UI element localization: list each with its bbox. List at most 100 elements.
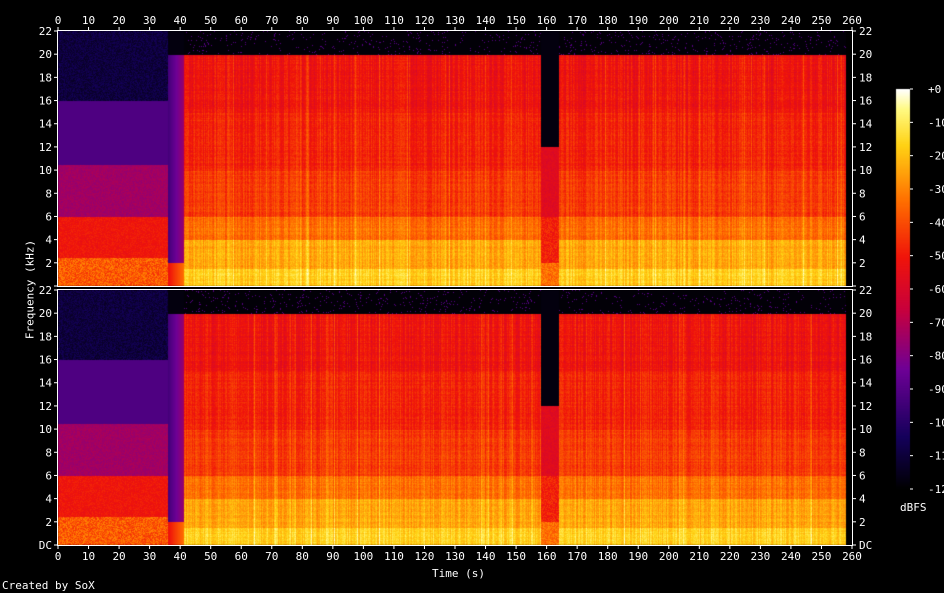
colorbar-tick-label: -30: [928, 183, 944, 196]
x-tick-label: 250: [812, 550, 832, 563]
x-tick-label: 40: [174, 550, 187, 563]
x-tick-label: 50: [204, 550, 217, 563]
x-tick-label: 0: [55, 550, 62, 563]
colorbar-tick-label: -120: [928, 483, 944, 496]
x-tick-label: 240: [781, 14, 801, 27]
y-tick-label: 16: [39, 354, 52, 367]
x-tick-label: 140: [476, 14, 496, 27]
x-tick-label: 190: [628, 14, 648, 27]
y-tick-label: 22: [859, 25, 872, 38]
x-tick-label: 230: [750, 14, 770, 27]
y-tick-label: 2: [859, 516, 866, 529]
y-tick-label: 14: [859, 118, 873, 131]
x-tick-label: 70: [265, 550, 278, 563]
y-axis-label: Frequency (kHz): [23, 239, 37, 340]
y-tick-label: DC: [39, 539, 52, 552]
colorbar-tick-label: -40: [928, 216, 944, 229]
y-tick-label: 8: [859, 187, 866, 200]
x-tick-label: 10: [82, 550, 95, 563]
y-tick-label: 2: [45, 516, 52, 529]
colorbar-tick-label: -100: [928, 416, 944, 429]
y-tick-label: 12: [859, 400, 872, 413]
x-tick-label: 110: [384, 14, 404, 27]
y-tick-label: 10: [859, 423, 872, 436]
x-tick-label: 20: [112, 14, 125, 27]
x-tick-label: 50: [204, 14, 217, 27]
y-tick-label: 10: [859, 164, 872, 177]
x-tick-label: 0: [55, 14, 62, 27]
colorbar-tick-label: -50: [928, 250, 944, 263]
x-tick-label: 150: [506, 14, 526, 27]
x-tick-label: 250: [812, 14, 832, 27]
y-tick-label: 14: [39, 377, 53, 390]
x-tick-label: 100: [353, 550, 373, 563]
x-tick-label: 30: [143, 14, 156, 27]
y-tick-label: 10: [39, 423, 52, 436]
x-tick-label: 120: [415, 14, 435, 27]
y-tick-label: 20: [39, 307, 52, 320]
y-tick-label: 6: [45, 469, 52, 482]
colorbar-tick-label: -110: [928, 450, 944, 463]
y-tick-label: 2: [859, 257, 866, 270]
x-tick-label: 150: [506, 550, 526, 563]
y-tick-label: 14: [39, 118, 53, 131]
y-tick-label: 20: [39, 48, 52, 61]
y-tick-label: 22: [39, 25, 52, 38]
y-tick-label: 12: [859, 141, 872, 154]
y-tick-label: 10: [39, 164, 52, 177]
x-tick-label: 30: [143, 550, 156, 563]
x-tick-label: 100: [353, 14, 373, 27]
x-tick-label: 260: [842, 550, 862, 563]
x-tick-label: 230: [750, 550, 770, 563]
x-tick-label: 60: [235, 14, 248, 27]
x-tick-label: 10: [82, 14, 95, 27]
y-tick-label: 6: [859, 210, 866, 223]
x-tick-label: 260: [842, 14, 862, 27]
y-tick-label: 8: [859, 446, 866, 459]
x-tick-label: 190: [628, 550, 648, 563]
x-tick-label: 130: [445, 14, 465, 27]
y-tick-label: DC: [859, 539, 872, 552]
y-tick-label: 4: [45, 493, 52, 506]
colorbar-tick-label: -60: [928, 283, 944, 296]
x-tick-label: 240: [781, 550, 801, 563]
x-tick-label: 220: [720, 550, 740, 563]
y-tick-label: 12: [39, 400, 52, 413]
y-tick-label: 4: [45, 234, 52, 247]
x-tick-label: 110: [384, 550, 404, 563]
x-tick-label: 120: [415, 550, 435, 563]
y-tick-label: 8: [45, 446, 52, 459]
x-tick-label: 20: [112, 550, 125, 563]
x-tick-label: 170: [567, 14, 587, 27]
x-tick-label: 40: [174, 14, 187, 27]
sox-credit: Created by SoX: [2, 579, 95, 592]
y-tick-label: 18: [859, 71, 872, 84]
y-tick-label: 22: [39, 284, 52, 297]
y-tick-label: 18: [39, 330, 52, 343]
x-tick-label: 200: [659, 550, 679, 563]
x-tick-label: 140: [476, 550, 496, 563]
x-tick-label: 160: [537, 14, 557, 27]
y-tick-label: 18: [39, 71, 52, 84]
colorbar-tick-label: -10: [928, 116, 944, 129]
y-tick-label: 6: [859, 469, 866, 482]
x-tick-label: 130: [445, 550, 465, 563]
colorbar-tick-label: -20: [928, 150, 944, 163]
x-tick-label: 180: [598, 14, 618, 27]
x-tick-label: 90: [326, 14, 339, 27]
x-tick-label: 70: [265, 14, 278, 27]
y-tick-label: 16: [859, 95, 872, 108]
colorbar-tick-label: -90: [928, 383, 944, 396]
y-tick-label: 20: [859, 307, 872, 320]
plot-frame: [57, 30, 853, 287]
x-axis-label: Time (s): [432, 567, 485, 580]
colorbar-tick-label: -70: [928, 316, 944, 329]
x-tick-label: 80: [296, 550, 309, 563]
y-tick-label: 4: [859, 234, 866, 247]
y-tick-label: 2: [45, 257, 52, 270]
x-tick-label: 180: [598, 550, 618, 563]
x-tick-label: 60: [235, 550, 248, 563]
